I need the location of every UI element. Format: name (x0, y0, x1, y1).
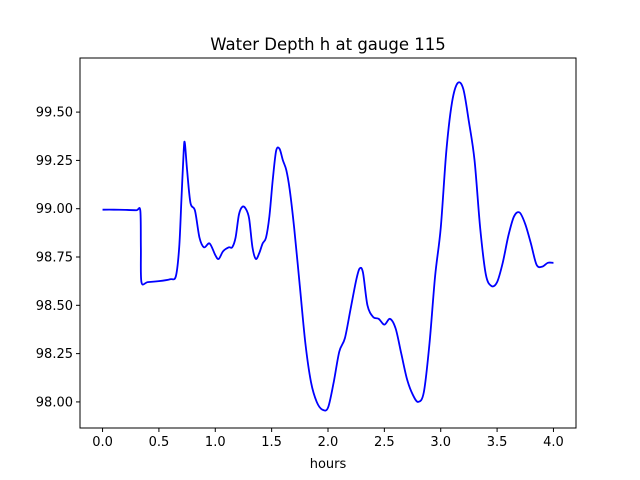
x-tick-label: 1.5 (261, 435, 282, 450)
x-tick-label: 1.0 (205, 435, 226, 450)
y-tick-label: 99.00 (36, 202, 73, 217)
x-tick-label: 0.5 (149, 435, 170, 450)
x-tick-label: 2.5 (374, 435, 395, 450)
x-axis-label: hours (310, 457, 347, 472)
x-axis-ticks: 0.0 0.5 1.0 1.5 2.0 2.5 3.0 3.5 4.0 (92, 428, 564, 450)
plot-line-layer (102, 81, 554, 412)
x-tick-label: 4.0 (543, 435, 564, 450)
y-tick-label: 98.25 (36, 347, 73, 362)
y-tick-label: 99.25 (36, 154, 73, 169)
y-axis-ticks: 98.00 98.25 98.50 98.75 99.00 99.25 99.50 (36, 106, 80, 410)
chart-title: Water Depth h at gauge 115 (210, 35, 445, 54)
x-tick-label: 0.0 (92, 435, 113, 450)
x-tick-label: 3.5 (487, 435, 508, 450)
y-tick-label: 99.50 (36, 106, 73, 121)
y-tick-label: 98.50 (36, 299, 73, 314)
series-line (102, 81, 554, 412)
x-tick-label: 3.0 (430, 435, 451, 450)
x-tick-label: 2.0 (318, 435, 339, 450)
plot-frame (79, 57, 577, 429)
y-tick-label: 98.75 (36, 251, 73, 266)
y-tick-label: 98.00 (36, 395, 73, 410)
